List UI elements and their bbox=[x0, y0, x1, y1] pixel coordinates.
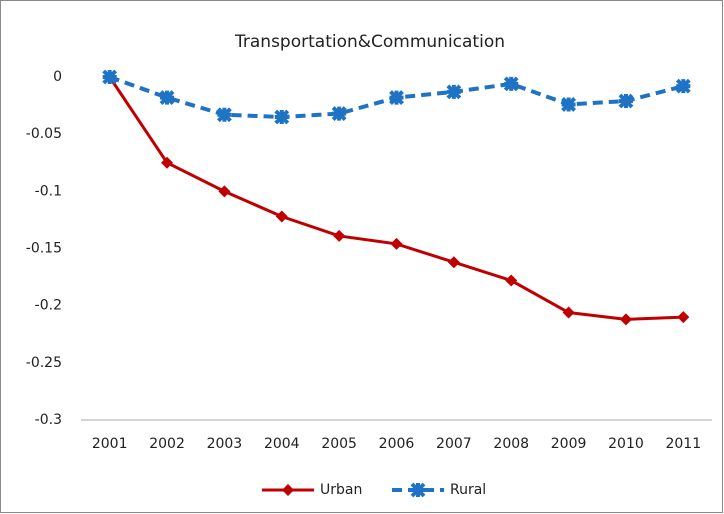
point-marker bbox=[562, 306, 575, 319]
y-tick-label: -0.05 bbox=[26, 126, 62, 142]
x-tick-label: 2011 bbox=[665, 436, 701, 452]
legend-label: Urban bbox=[320, 482, 362, 498]
x-tick-label: 2007 bbox=[436, 436, 472, 452]
point-marker bbox=[447, 256, 460, 269]
y-tick-label: -0.3 bbox=[35, 412, 62, 428]
legend-label: Rural bbox=[450, 482, 486, 498]
point-marker bbox=[218, 185, 231, 198]
point-marker bbox=[505, 274, 518, 287]
point-marker bbox=[274, 109, 290, 125]
point-marker bbox=[675, 78, 691, 94]
point-marker bbox=[677, 311, 690, 324]
y-tick-label: -0.2 bbox=[35, 298, 62, 314]
point-marker bbox=[102, 69, 118, 85]
x-tick-label: 2010 bbox=[608, 436, 644, 452]
y-tick-label: -0.1 bbox=[35, 183, 62, 199]
point-marker bbox=[331, 106, 347, 122]
legend-marker bbox=[410, 482, 426, 498]
chart-title: Transportation&Communication bbox=[234, 32, 505, 52]
point-marker bbox=[618, 93, 634, 109]
y-tick-label: -0.15 bbox=[26, 241, 62, 257]
point-marker bbox=[619, 313, 632, 326]
point-marker bbox=[216, 107, 232, 123]
y-tick-label: -0.25 bbox=[26, 355, 62, 371]
point-marker bbox=[561, 97, 577, 112]
x-tick-label: 2005 bbox=[321, 436, 357, 452]
x-tick-label: 2001 bbox=[92, 436, 128, 452]
x-tick-label: 2003 bbox=[207, 436, 243, 452]
x-tick-label: 2009 bbox=[551, 436, 587, 452]
point-marker bbox=[275, 210, 288, 223]
x-tick-label: 2006 bbox=[379, 436, 415, 452]
point-marker bbox=[446, 84, 462, 100]
y-tick-label: 0 bbox=[53, 69, 62, 85]
point-marker bbox=[333, 229, 346, 242]
point-marker bbox=[503, 76, 519, 92]
point-marker bbox=[161, 156, 174, 169]
x-tick-label: 2004 bbox=[264, 436, 300, 452]
x-tick-label: 2008 bbox=[493, 436, 529, 452]
x-tick-label: 2002 bbox=[149, 436, 185, 452]
legend-marker bbox=[282, 484, 294, 496]
point-marker bbox=[159, 90, 175, 105]
point-marker bbox=[389, 90, 404, 105]
point-marker bbox=[390, 237, 403, 250]
